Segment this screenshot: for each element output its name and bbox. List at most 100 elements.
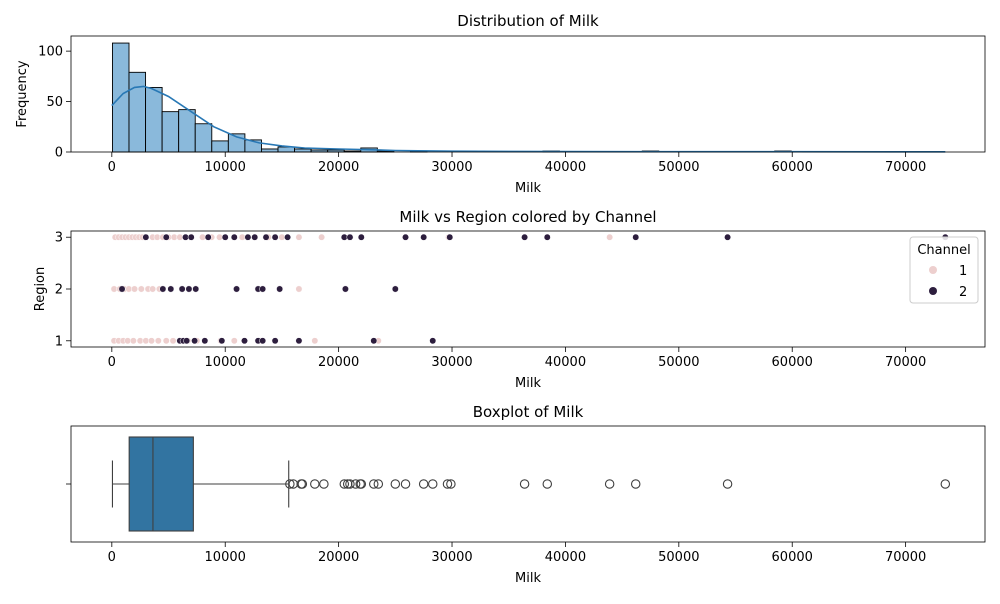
scatter-y-tick-label: 1 <box>55 334 63 349</box>
boxplot-panel: Boxplot of Milk 0 10000 20000 30000 40000 500… <box>66 403 986 586</box>
outlier-point <box>940 479 951 489</box>
outlier-point <box>369 479 379 489</box>
scatter-point-channel-1 <box>162 337 170 345</box>
histogram-x-label: Milk <box>515 181 541 196</box>
kde-curve <box>111 85 946 153</box>
scatter-point-channel-2 <box>201 337 209 345</box>
scatter-x-tick-label: 40000 <box>545 355 586 370</box>
scatter-panel: Milk vs Region colored by Channel 0 10000… <box>33 208 986 391</box>
scatter-point-channel-1 <box>131 285 138 293</box>
scatter-point-channel-2 <box>391 285 399 293</box>
scatter-point-channel-2 <box>221 233 229 241</box>
outlier-point <box>339 479 350 489</box>
scatter-point-channel-2 <box>185 285 193 293</box>
scatter-legend: Channel 1 2 <box>909 236 979 304</box>
scatter-point-channel-1 <box>154 337 162 345</box>
histogram-panel: Distribution of Milk 0 10000 20000 30000 400… <box>15 12 986 196</box>
scatter-point-channel-2 <box>276 285 284 293</box>
boxplot-x-tick-label: 50000 <box>658 550 699 565</box>
scatter-point-channel-2 <box>346 233 354 241</box>
scatter-point-channel-2 <box>191 337 199 345</box>
boxplot-x-tick-label: 20000 <box>318 550 359 565</box>
outlier-point <box>310 479 320 489</box>
scatter-x-tick-label: 30000 <box>431 355 472 370</box>
histogram-y-tick-label: 50 <box>46 95 63 110</box>
outlier-point <box>542 479 553 489</box>
scatter-x-tick-label: 70000 <box>885 355 926 370</box>
scatter-point-channel-2 <box>357 233 365 241</box>
scatter-point-channel-2 <box>284 233 292 241</box>
outlier-point <box>442 479 453 489</box>
scatter-point-channel-2 <box>183 337 191 345</box>
boxplot-title: Boxplot of Milk <box>473 403 584 421</box>
scatter-point-channel-1 <box>295 233 303 241</box>
scatter-point-channel-1 <box>606 233 614 241</box>
boxplot-x-tick-label: 60000 <box>772 550 813 565</box>
scatter-point-channel-2 <box>724 233 732 241</box>
scatter-point-channel-2 <box>420 233 428 241</box>
histogram-x-tick-label: 20000 <box>318 160 359 175</box>
legend-title: Channel <box>917 243 970 258</box>
scatter-point-channel-2 <box>271 233 279 241</box>
scatter-point-channel-2 <box>159 285 167 293</box>
histogram-bar <box>145 86 163 153</box>
outlier-point <box>350 479 361 489</box>
scatter-point-channel-2 <box>230 233 238 241</box>
scatter-x-tick-label: 60000 <box>772 355 813 370</box>
boxplot-x-tick-label: 30000 <box>431 550 472 565</box>
scatter-point-channel-2 <box>543 233 551 241</box>
histogram-title: Distribution of Milk <box>457 12 599 30</box>
legend-box <box>909 236 979 304</box>
scatter-point-channel-2 <box>167 285 175 293</box>
outlier-point <box>390 479 401 489</box>
scatter-point-channel-2 <box>192 285 200 293</box>
scatter-x-label: Milk <box>515 376 541 391</box>
scatter-point-channel-2 <box>118 285 126 293</box>
boxplot-x-label: Milk <box>515 571 541 586</box>
scatter-point-channel-2 <box>429 337 437 345</box>
legend-marker-channel-1 <box>929 266 937 274</box>
histogram-x-tick-label: 40000 <box>545 160 586 175</box>
scatter-point-channel-2 <box>446 233 454 241</box>
scatter-point-channel-1 <box>149 285 157 293</box>
scatter-y-label: Region <box>33 267 48 312</box>
scatter-point-channel-2 <box>262 233 270 241</box>
scatter-point-channel-1 <box>311 337 319 345</box>
scatter-point-channel-1 <box>137 285 145 293</box>
histogram-x-tick-label: 0 <box>108 160 116 175</box>
outlier-point <box>630 479 641 489</box>
scatter-point-channel-1 <box>129 337 137 345</box>
scatter-point-channel-2 <box>370 337 378 345</box>
histogram-frame <box>70 35 986 153</box>
histogram-bar <box>161 111 180 153</box>
outlier-point <box>373 479 384 489</box>
scatter-x-tick-label: 20000 <box>318 355 359 370</box>
boxplot-x-tick-label: 70000 <box>885 550 926 565</box>
scatter-point-channel-2 <box>204 233 212 241</box>
scatter-point-channel-2 <box>259 285 267 293</box>
outlier-point <box>297 479 308 489</box>
outlier-point <box>722 479 733 489</box>
scatter-title: Milk vs Region colored by Channel <box>399 208 656 226</box>
histogram-y-label: Frequency <box>15 60 30 127</box>
outlier-point <box>427 479 438 489</box>
scatter-y-tick-label: 3 <box>55 231 63 246</box>
scatter-x-tick-label: 50000 <box>658 355 699 370</box>
scatter-point-channel-2 <box>521 233 529 241</box>
outlier-point <box>400 479 411 489</box>
outlier-point <box>446 479 456 489</box>
scatter-point-channel-2 <box>259 337 267 345</box>
scatter-point-channel-1 <box>230 337 238 345</box>
scatter-point-channel-2 <box>251 233 259 241</box>
histogram-x-tick-label: 60000 <box>772 160 813 175</box>
histogram-bar <box>194 123 213 153</box>
outlier-point <box>418 479 429 489</box>
histogram-bar <box>294 148 312 153</box>
scatter-frame <box>70 230 986 348</box>
histogram-bar <box>277 146 296 153</box>
histogram-bar <box>261 148 279 153</box>
outlier-point <box>519 479 530 489</box>
histogram-y-tick-label: 0 <box>55 146 63 161</box>
legend-label-channel-2: 2 <box>959 285 967 300</box>
histogram-bar <box>111 42 130 153</box>
